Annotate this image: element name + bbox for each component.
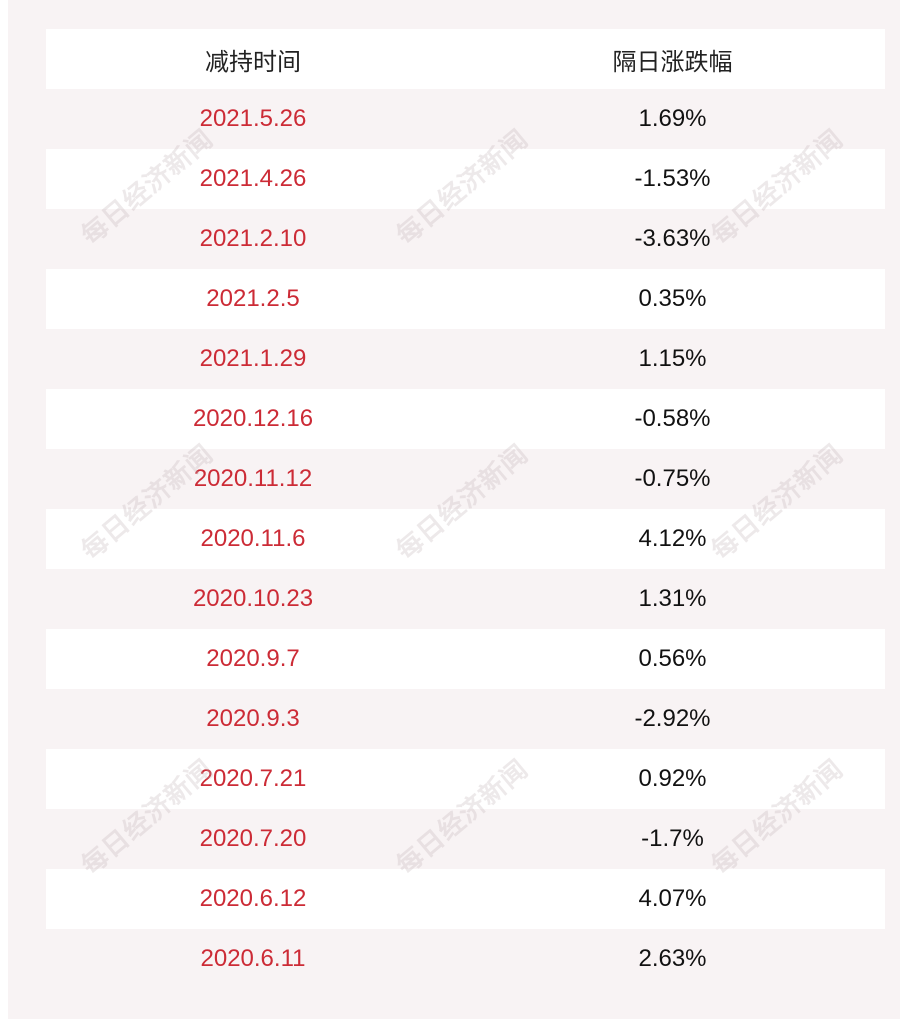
table-row: 2020.11.12 -0.75%: [46, 449, 885, 509]
reduction-date-cell: 2021.4.26: [199, 165, 307, 192]
next-day-change-cell: -1.53%: [634, 165, 711, 192]
table-row: 2020.6.11 2.63%: [46, 929, 885, 989]
reduction-date-cell: 2020.7.20: [199, 825, 307, 852]
reduction-date-cell: 2020.6.11: [200, 945, 306, 972]
header-next-day-change: 隔日涨跌幅: [612, 48, 733, 76]
reduction-date-cell: 2021.5.26: [199, 105, 307, 132]
reduction-date-cell: 2021.1.29: [199, 345, 307, 372]
reduction-date-cell: 2020.9.3: [206, 705, 300, 732]
next-day-change-cell: -0.58%: [634, 405, 711, 432]
table-panel: 减持时间 隔日涨跌幅 2021.5.26 1.69% 2021.4.26 -1.53%…: [8, 0, 900, 1019]
table-row: 2021.2.5 0.35%: [46, 269, 885, 329]
reduction-date-cell: 2021.2.5: [206, 285, 300, 312]
next-day-change-cell: 0.92%: [638, 765, 707, 792]
next-day-change-cell: -1.7%: [641, 825, 704, 852]
table-row: 2021.5.26 1.69%: [46, 89, 885, 149]
next-day-change-cell: -0.75%: [634, 465, 711, 492]
table-row: 2020.6.12 4.07%: [46, 869, 885, 929]
next-day-change-cell: 1.69%: [638, 105, 707, 132]
reduction-date-cell: 2020.12.16: [192, 405, 314, 432]
table-row: 2020.9.3 -2.92%: [46, 689, 885, 749]
reduction-date-cell: 2020.6.12: [199, 885, 307, 912]
next-day-change-cell: -3.63%: [634, 225, 711, 252]
reduction-date-cell: 2020.11.12: [193, 465, 313, 492]
next-day-change-cell: 1.31%: [638, 585, 707, 612]
table-row: 2021.4.26 -1.53%: [46, 149, 885, 209]
reduction-table: 减持时间 隔日涨跌幅 2021.5.26 1.69% 2021.4.26 -1.53%…: [46, 29, 885, 989]
header-reduction-date: 减持时间: [205, 48, 301, 76]
next-day-change-cell: 4.12%: [638, 525, 707, 552]
table-row: 2020.10.23 1.31%: [46, 569, 885, 629]
reduction-date-cell: 2021.2.10: [199, 225, 307, 252]
reduction-date-cell: 2020.9.7: [206, 645, 300, 672]
next-day-change-cell: -2.92%: [634, 705, 711, 732]
reduction-date-cell: 2020.10.23: [192, 585, 314, 612]
table-row: 2020.12.16 -0.58%: [46, 389, 885, 449]
table-header-row: 减持时间 隔日涨跌幅: [46, 29, 885, 89]
table-row: 2020.11.6 4.12%: [46, 509, 885, 569]
reduction-date-cell: 2020.11.6: [200, 525, 306, 552]
table-row: 2020.7.20 -1.7%: [46, 809, 885, 869]
table-row: 2020.7.21 0.92%: [46, 749, 885, 809]
table-row: 2020.9.7 0.56%: [46, 629, 885, 689]
next-day-change-cell: 0.35%: [638, 285, 707, 312]
table-row: 2021.1.29 1.15%: [46, 329, 885, 389]
reduction-date-cell: 2020.7.21: [199, 765, 307, 792]
next-day-change-cell: 4.07%: [638, 885, 707, 912]
table-row: 2021.2.10 -3.63%: [46, 209, 885, 269]
next-day-change-cell: 2.63%: [638, 945, 707, 972]
next-day-change-cell: 0.56%: [638, 645, 707, 672]
next-day-change-cell: 1.15%: [638, 345, 707, 372]
